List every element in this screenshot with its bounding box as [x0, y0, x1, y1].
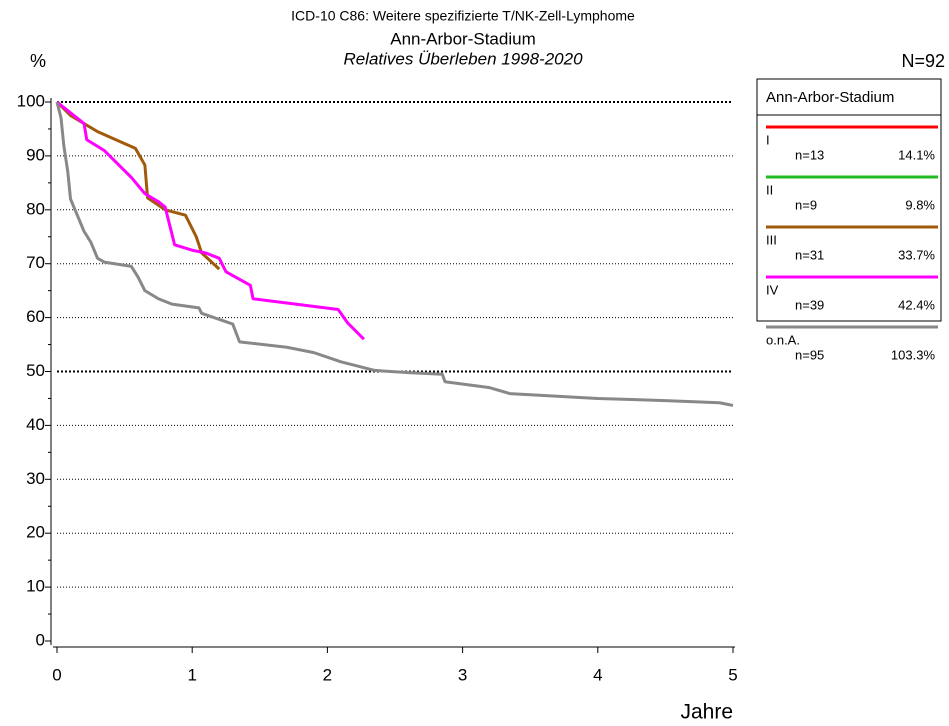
series-line: [55, 101, 734, 407]
legend-share: 9.8%: [905, 197, 935, 212]
y-tick-label: 10: [26, 577, 45, 596]
y-tick-label: 40: [26, 415, 45, 434]
legend-title: Ann-Arbor-Stadium: [766, 89, 894, 106]
legend-n: n=95: [795, 347, 824, 362]
y-tick-label: 80: [26, 199, 45, 218]
x-tick-label: 4: [593, 665, 602, 684]
y-tick-label: 30: [26, 469, 45, 488]
x-tick-label: 5: [728, 665, 737, 684]
legend-n: n=13: [795, 147, 824, 162]
legend-share: 14.1%: [898, 147, 935, 162]
x-tick-label: 3: [458, 665, 467, 684]
legend-share: 103.3%: [891, 347, 936, 362]
legend-label: III: [766, 232, 777, 247]
legend-box: [756, 78, 942, 322]
x-tick-label: 0: [52, 665, 61, 684]
chart-title: ICD-10 C86: Weitere spezifizierte T/NK-Z…: [291, 8, 635, 24]
y-tick-label: 60: [26, 307, 45, 326]
y-tick-label: 20: [26, 523, 45, 542]
legend-label: II: [766, 182, 773, 197]
y-tick-label: 100: [17, 91, 45, 110]
chart-subtitle: Relatives Überleben 1998-2020: [343, 49, 583, 68]
legend-n: n=31: [795, 247, 824, 262]
legend-label: IV: [766, 282, 779, 297]
y-tick-label: 50: [26, 361, 45, 380]
series-line: [55, 100, 221, 271]
x-axis-label: Jahre: [680, 701, 733, 724]
x-tick-label: 1: [187, 665, 196, 684]
y-tick-label: 0: [36, 630, 45, 649]
legend-label: I: [766, 132, 770, 147]
y-tick-label: 90: [26, 145, 45, 164]
legend-label: o.n.A.: [766, 332, 800, 347]
chart-subtitle: Ann-Arbor-Stadium: [390, 29, 536, 48]
legend-share: 42.4%: [898, 297, 935, 312]
legend-share: 33.7%: [898, 247, 935, 262]
legend-n: n=39: [795, 297, 824, 312]
y-axis-label: %: [30, 51, 46, 71]
total-label: N=92: [901, 51, 945, 71]
series-line: [56, 100, 365, 341]
legend-n: n=9: [795, 197, 817, 212]
x-tick-label: 2: [323, 665, 332, 684]
y-tick-label: 70: [26, 253, 45, 272]
